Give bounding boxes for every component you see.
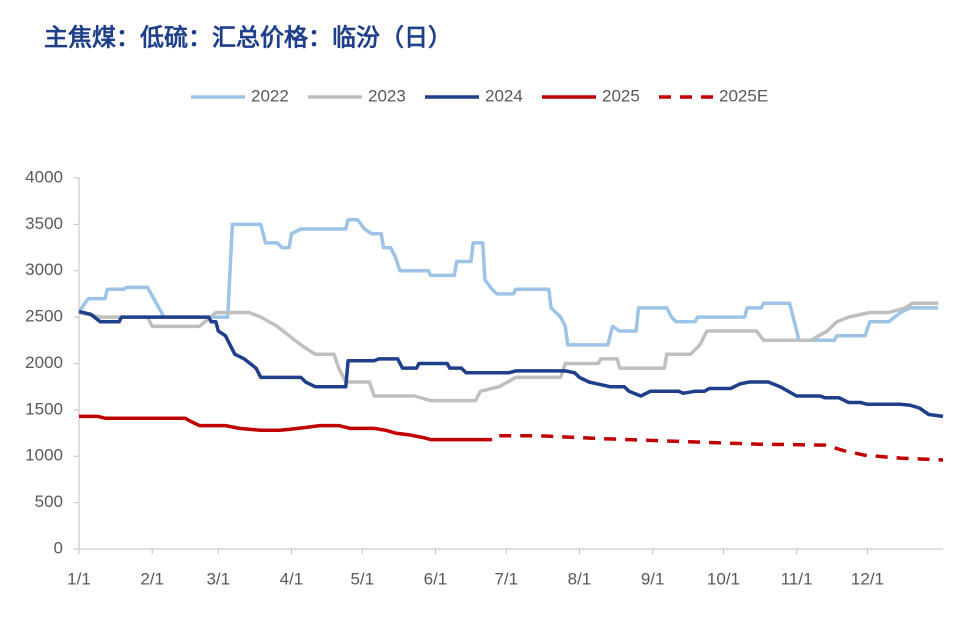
series-line — [79, 414, 493, 442]
series-line — [78, 301, 939, 403]
y-tick-label: 1000 — [25, 446, 63, 465]
x-tick-label: 3/1 — [206, 569, 230, 588]
y-tick-label: 3000 — [25, 260, 63, 279]
x-tick-label: 6/1 — [424, 569, 448, 588]
x-tick-label: 5/1 — [350, 569, 374, 588]
x-tick-label: 9/1 — [641, 569, 665, 588]
y-tick-label: 500 — [35, 492, 63, 511]
y-tick-label: 2000 — [25, 353, 63, 372]
series-line — [499, 434, 944, 462]
x-tick-label: 1/1 — [67, 569, 91, 588]
y-tick-label: 3500 — [25, 214, 63, 233]
series-line — [78, 309, 944, 419]
x-tick-label: 11/1 — [781, 569, 813, 588]
x-tick-label: 10/1 — [707, 569, 740, 588]
legend-label: 2025 — [602, 86, 640, 105]
x-tick-label: 4/1 — [280, 569, 304, 588]
y-tick-label: 2500 — [25, 307, 63, 326]
legend-label: 2022 — [251, 86, 289, 105]
legend-label: 2024 — [485, 86, 523, 105]
y-tick-label: 4000 — [25, 167, 63, 186]
y-tick-label: 0 — [54, 538, 63, 557]
y-tick-label: 1500 — [25, 399, 63, 418]
x-tick-label: 2/1 — [140, 569, 164, 588]
x-tick-label: 8/1 — [568, 569, 592, 588]
legend-label: 2025E — [719, 86, 768, 105]
chart-title: 主焦煤：低硫：汇总价格：临汾（日） — [44, 24, 452, 52]
series-line — [77, 217, 939, 347]
x-tick-label: 12/1 — [851, 569, 884, 588]
x-tick-label: 7/1 — [494, 569, 518, 588]
legend-label: 2023 — [368, 86, 406, 105]
